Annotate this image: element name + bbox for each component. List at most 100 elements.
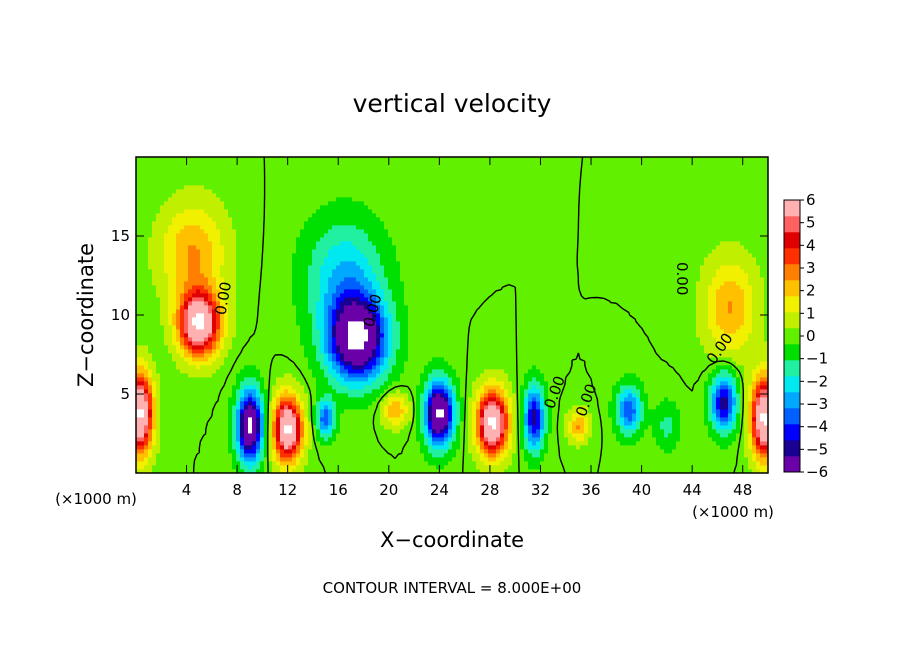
heatmap-cell <box>228 169 233 174</box>
heatmap-cell <box>368 393 373 398</box>
heatmap-cell <box>136 213 141 218</box>
heatmap-cell <box>300 261 305 266</box>
heatmap-cell <box>236 317 241 322</box>
heatmap-cell <box>224 173 229 178</box>
heatmap-cell <box>336 349 341 354</box>
heatmap-cell <box>332 317 337 322</box>
heatmap-cell <box>196 281 201 286</box>
heatmap-cell <box>184 409 189 414</box>
heatmap-cell <box>212 285 217 290</box>
heatmap-cell <box>340 309 345 314</box>
heatmap-cell <box>308 245 313 250</box>
heatmap-cell <box>240 425 245 430</box>
heatmap-cell <box>296 381 301 386</box>
heatmap-cell <box>248 385 253 390</box>
heatmap-cell <box>336 457 341 462</box>
heatmap-cell <box>288 277 293 282</box>
heatmap-cell <box>312 169 317 174</box>
heatmap-cell <box>280 469 285 474</box>
heatmap-cell <box>160 465 165 470</box>
heatmap-cell <box>280 193 285 198</box>
heatmap-cell <box>168 269 173 274</box>
heatmap-cell <box>168 457 173 462</box>
heatmap-cell <box>236 469 241 474</box>
heatmap-cell <box>324 217 329 222</box>
heatmap-cell <box>300 365 305 370</box>
heatmap-cell <box>376 405 381 410</box>
heatmap-cell <box>184 189 189 194</box>
heatmap-cell <box>216 225 221 230</box>
heatmap-cell <box>184 329 189 334</box>
heatmap-cell <box>344 357 349 362</box>
heatmap-cell <box>252 389 257 394</box>
heatmap-cell <box>368 209 373 214</box>
heatmap-cell <box>308 401 313 406</box>
heatmap-cell <box>180 177 185 182</box>
heatmap-cell <box>228 237 233 242</box>
heatmap-cell <box>152 349 157 354</box>
heatmap-cell <box>352 465 357 470</box>
heatmap-cell <box>340 273 345 278</box>
heatmap-cell <box>376 345 381 350</box>
heatmap-cell <box>216 373 221 378</box>
heatmap-cell <box>260 365 265 370</box>
heatmap-cell <box>196 273 201 278</box>
heatmap-cell <box>276 165 281 170</box>
heatmap-cell <box>372 249 377 254</box>
heatmap-cell <box>192 161 197 166</box>
heatmap-cell <box>200 213 205 218</box>
heatmap-cell <box>340 165 345 170</box>
heatmap-cell <box>344 221 349 226</box>
heatmap-cell <box>280 237 285 242</box>
heatmap-cell <box>360 357 365 362</box>
heatmap-cell <box>264 157 269 162</box>
heatmap-cell <box>312 457 317 462</box>
heatmap-cell <box>212 277 217 282</box>
heatmap-cell <box>348 269 353 274</box>
heatmap-cell <box>288 301 293 306</box>
heatmap-cell <box>308 429 313 434</box>
heatmap-cell <box>280 385 285 390</box>
heatmap-cell <box>380 405 385 410</box>
heatmap-cell <box>188 173 193 178</box>
heatmap-cell <box>144 377 149 382</box>
heatmap-cell <box>380 409 385 414</box>
heatmap-cell <box>244 237 249 242</box>
heatmap-cell <box>264 445 269 450</box>
heatmap-cell <box>136 453 141 458</box>
heatmap-cell <box>304 281 309 286</box>
heatmap-cell <box>272 365 277 370</box>
heatmap-cell <box>336 417 341 422</box>
heatmap-cell <box>140 233 145 238</box>
heatmap-cell <box>252 401 257 406</box>
heatmap-cell <box>284 401 289 406</box>
heatmap-cell <box>236 261 241 266</box>
heatmap-cell <box>356 457 361 462</box>
heatmap-cell <box>352 305 357 310</box>
heatmap-cell <box>200 301 205 306</box>
heatmap-cell <box>180 337 185 342</box>
heatmap-cell <box>256 437 261 442</box>
heatmap-cell <box>176 281 181 286</box>
heatmap-cell <box>380 205 385 210</box>
heatmap-cell <box>144 157 149 162</box>
heatmap-cell <box>264 373 269 378</box>
heatmap-cell <box>156 461 161 466</box>
heatmap-cell <box>288 221 293 226</box>
heatmap-cell <box>212 161 217 166</box>
heatmap-cell <box>216 409 221 414</box>
heatmap-cell <box>224 393 229 398</box>
heatmap-cell <box>240 313 245 318</box>
heatmap-cell <box>376 301 381 306</box>
heatmap-cell <box>276 277 281 282</box>
heatmap-cell <box>160 433 165 438</box>
heatmap-cell <box>244 345 249 350</box>
heatmap-cell <box>192 213 197 218</box>
heatmap-cell <box>352 177 357 182</box>
heatmap-cell <box>208 321 213 326</box>
heatmap-cell <box>240 373 245 378</box>
heatmap-cell <box>284 281 289 286</box>
heatmap-cell <box>252 197 257 202</box>
heatmap-cell <box>148 449 153 454</box>
heatmap-cell <box>296 421 301 426</box>
